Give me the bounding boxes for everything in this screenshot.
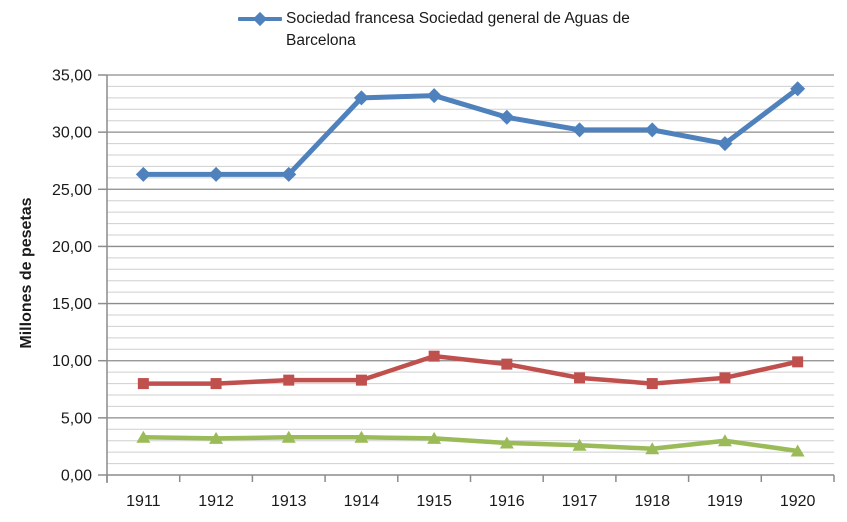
series-2-marker-triangle <box>209 431 224 444</box>
x-tick-label: 1915 <box>416 493 452 510</box>
series-1-marker-square <box>646 378 658 390</box>
series-2-marker-triangle <box>136 430 151 443</box>
series-0-marker-diamond <box>426 88 442 104</box>
series-0-marker-diamond <box>353 90 369 106</box>
series-2-marker-triangle <box>717 434 732 447</box>
y-tick-label: 35,00 <box>52 68 92 85</box>
x-tick-label: 1914 <box>344 493 380 510</box>
y-tick-label: 0,00 <box>61 468 92 485</box>
series-0-marker-diamond <box>717 136 733 152</box>
series-1-marker-square <box>428 350 440 362</box>
series-1-marker-square <box>574 372 586 384</box>
x-tick-label: 1912 <box>198 493 234 510</box>
series-1-marker-square <box>719 372 731 384</box>
series-line-0 <box>140 86 801 177</box>
series-2-marker-triangle <box>572 438 587 451</box>
chart-legend: Sociedad francesa Sociedad general de Ag… <box>238 8 668 52</box>
x-tick-label: 1918 <box>634 493 670 510</box>
x-tick-label: 1911 <box>126 493 161 510</box>
series-0-marker-diamond <box>572 122 588 138</box>
series-1-marker-square <box>137 378 149 390</box>
x-tick-label: 1913 <box>271 493 307 510</box>
x-tick-label: 1919 <box>707 493 743 510</box>
series-0-marker-diamond <box>499 109 515 125</box>
series-0-marker-diamond <box>790 81 806 97</box>
series-1-marker-square <box>501 358 513 370</box>
series-line-1 <box>141 353 800 386</box>
series-2-marker-triangle <box>499 436 514 449</box>
series-0-marker-diamond <box>281 166 297 182</box>
series-1-marker-square <box>792 356 804 368</box>
y-tick-label: 5,00 <box>61 410 92 427</box>
series-line-2 <box>141 435 800 454</box>
series-2-marker-triangle <box>645 442 660 455</box>
y-tick-label: 15,00 <box>52 296 92 313</box>
x-tick-label: 1920 <box>780 493 816 510</box>
series-1-marker-square <box>355 374 367 386</box>
series-0-marker-diamond <box>135 166 151 182</box>
series-1-marker-square <box>210 378 222 390</box>
legend-label: Sociedad francesa Sociedad general de Ag… <box>286 10 630 49</box>
y-tick-label: 25,00 <box>52 182 92 199</box>
series-2-marker-triangle <box>790 444 805 457</box>
series-0-marker-diamond <box>644 122 660 138</box>
series-2-marker-triangle <box>427 431 442 444</box>
y-tick-label: 30,00 <box>52 125 92 142</box>
x-tick-label: 1916 <box>489 493 525 510</box>
x-tick-label: 1917 <box>562 493 598 510</box>
legend-line-diamond-icon <box>238 8 282 30</box>
y-tick-label: 20,00 <box>52 239 92 256</box>
series-2-marker-triangle <box>354 430 369 443</box>
series-0-marker-diamond <box>208 166 224 182</box>
y-tick-label: 10,00 <box>52 353 92 370</box>
series-2-marker-triangle <box>281 430 296 443</box>
series-1-marker-square <box>283 374 295 386</box>
